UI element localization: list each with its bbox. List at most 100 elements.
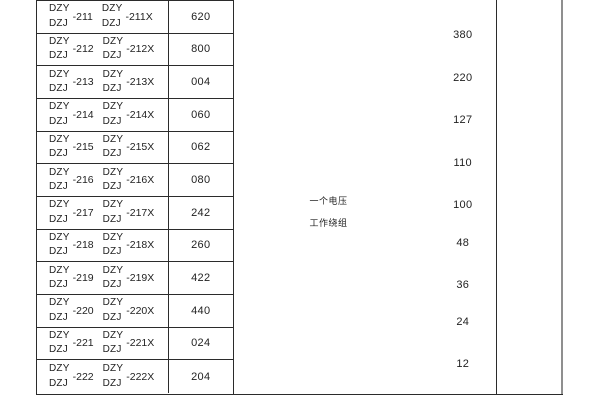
model-prefix-top: DZY [49,68,70,80]
model-group-base: DZY DZJ -217 [49,198,94,227]
code-cell: 080 [191,174,211,187]
model-prefix-top: DZY [49,297,70,309]
model-prefix-stack: DZY DZJ [103,231,124,260]
model-prefix-bottom: DZJ [49,50,68,62]
model-prefix-stack: DZY DZJ [49,100,70,129]
model-cell: DZY DZJ -213 DZY DZJ -213X [37,66,169,98]
model-prefix-top: DZY [102,264,124,276]
model-prefix-top: DZY [49,35,70,47]
model-prefix-bottom: DZJ [49,83,68,95]
model-prefix-stack: DZY DZJ [49,166,70,195]
winding-label: 一个电压 工作绕组 [310,190,348,234]
model-prefix-stack: DZY DZJ [103,329,124,358]
model-number-variant: -211X [125,10,153,23]
model-prefix-bottom: DZJ [102,115,122,127]
table-row: DZY DZJ -212 DZY DZJ -212X 800 [37,33,233,67]
code-cell: 024 [191,337,211,350]
model-group-variant: DZY DZJ -221X [103,329,155,358]
voltage-value: 110 [453,157,472,169]
model-prefix-stack: DZY DZJ [103,362,124,391]
model-number-base: -212 [72,43,94,56]
model-number-base: -211 [72,10,93,23]
model-prefix-top: DZY [102,166,124,178]
code-cell: 204 [191,370,211,383]
model-number-base: -216 [72,174,94,187]
model-prefix-top: DZY [102,133,124,145]
model-prefix-stack: DZY DZJ [49,2,70,31]
model-prefix-stack: DZY DZJ [103,264,124,293]
model-number-variant: -221X [126,337,155,350]
model-prefix-top: DZY [102,101,124,113]
voltage-value: 100 [453,199,473,211]
code-cell: 062 [191,141,211,154]
voltage-column: 380 220 127 110 100 48 36 24 12 [430,0,497,394]
model-number-variant: -213X [126,76,155,89]
model-number-base: -222 [72,370,94,383]
model-group-variant: DZY DZJ -218X [103,231,155,260]
model-prefix-bottom: DZJ [49,279,68,291]
model-code-columns: DZY DZJ -211 DZY DZJ -211X 620 DZY DZJ [36,0,234,394]
model-group-base: DZY DZJ -222 [49,362,94,391]
model-cell: DZY DZJ -218 DZY DZJ -218X [37,229,169,262]
code-cell: 620 [191,10,211,23]
model-cell: DZY DZJ -211 DZY DZJ -211X [37,1,169,33]
model-prefix-bottom: DZJ [49,344,68,356]
model-number-variant: -215X [126,141,155,154]
model-prefix-stack: DZY DZJ [103,166,124,195]
voltage-value: 220 [453,72,473,84]
model-group-variant: DZY DZJ -211X [102,2,153,31]
model-group-base: DZY DZJ -211 [49,2,93,31]
model-cell: DZY DZJ -214 DZY DZJ -214X [37,98,169,131]
model-prefix-bottom: DZJ [49,115,68,127]
model-cell: DZY DZJ -221 DZY DZJ -221X [37,327,169,360]
model-prefix-bottom: DZJ [49,17,68,29]
table-row: DZY DZJ -211 DZY DZJ -211X 620 [37,1,233,34]
model-number-variant: -219X [126,272,155,285]
model-group-base: DZY DZJ -213 [49,68,94,97]
model-group-variant: DZY DZJ -215X [103,133,155,162]
model-prefix-bottom: DZJ [49,246,68,258]
model-prefix-stack: DZY DZJ [49,264,70,293]
model-number-base: -217 [72,206,94,219]
model-prefix-top: DZY [49,199,70,211]
model-prefix-bottom: DZJ [102,181,122,193]
model-number-base: -214 [72,108,94,121]
model-group-variant: DZY DZJ -222X [103,362,155,391]
model-prefix-top: DZY [49,329,70,341]
model-prefix-stack: DZY DZJ [49,35,70,64]
model-prefix-top: DZY [102,68,124,80]
table-row: DZY DZJ -221 DZY DZJ -221X 024 [37,327,233,361]
model-group-variant: DZY DZJ -216X [103,166,155,195]
voltage-value: 36 [456,279,470,291]
model-number-base: -218 [72,239,94,252]
table-row: DZY DZJ -220 DZY DZJ -220X 440 [37,294,233,328]
model-prefix-bottom: DZJ [102,279,122,291]
model-prefix-bottom: DZJ [49,213,68,225]
table-row: DZY DZJ -216 DZY DZJ -216X 080 [37,164,233,197]
winding-label-line2: 工作绕组 [309,218,348,228]
model-number-variant: -216X [126,174,155,187]
model-number-variant: -212X [126,43,155,56]
model-number-base: -215 [72,141,94,154]
model-number-base: -220 [72,304,94,317]
model-group-variant: DZY DZJ -214X [103,100,155,129]
voltage-value: 24 [456,316,470,328]
voltage-value: 48 [456,237,470,249]
model-prefix-bottom: DZJ [49,377,68,389]
model-prefix-bottom: DZJ [49,311,68,323]
model-prefix-stack: DZY DZJ [103,100,124,129]
model-prefix-stack: DZY DZJ [49,231,70,260]
model-prefix-stack: DZY DZJ [49,133,70,162]
model-number-base: -221 [72,337,94,350]
voltage-value: 380 [453,29,473,41]
table-row: DZY DZJ -214 DZY DZJ -214X 060 [37,98,233,132]
winding-column: 一个电压 工作绕组 [234,0,431,394]
model-group-variant: DZY DZJ -217X [103,198,155,227]
model-prefix-top: DZY [102,199,124,211]
model-prefix-top: DZY [49,133,70,145]
model-prefix-bottom: DZJ [102,311,122,323]
code-cell: 004 [191,76,211,89]
model-prefix-stack: DZY DZJ [103,68,124,97]
model-number-variant: -218X [126,239,155,252]
model-prefix-top: DZY [49,363,70,375]
